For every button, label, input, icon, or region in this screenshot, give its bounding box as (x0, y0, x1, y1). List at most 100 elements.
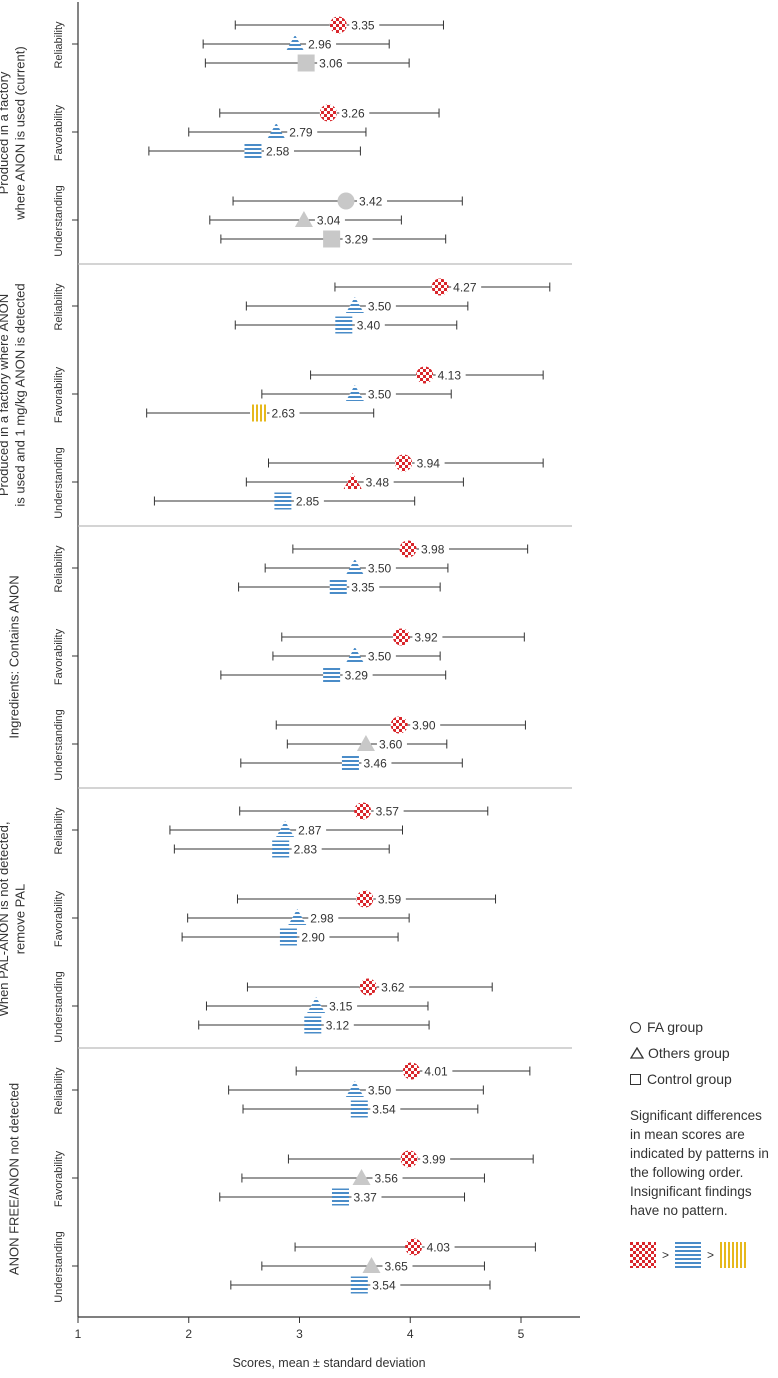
value-label-bg (365, 1083, 396, 1097)
fa-group-marker (405, 1238, 423, 1256)
control-group-marker (329, 578, 347, 596)
legend-item-control: Control group (630, 1066, 778, 1092)
metric-label: Understanding (53, 709, 65, 781)
fa-group-marker (329, 16, 347, 34)
legend-label-others: Others group (648, 1045, 730, 1061)
group-label: When PAL-ANON is not detected,remove PAL (0, 822, 27, 1017)
fa-group-marker (359, 978, 377, 996)
value-label-bg (365, 299, 396, 313)
value-label-bg (342, 668, 373, 682)
value-label: 3.29 (345, 232, 369, 246)
value-label: 3.37 (353, 1190, 377, 1204)
value-label-bg (382, 1259, 413, 1273)
metric-label: Favorability (53, 890, 65, 947)
others-group-marker (294, 211, 313, 227)
others-group-marker (345, 559, 364, 575)
metric-label: Reliability (53, 283, 65, 331)
value-label-bg (370, 1278, 401, 1292)
value-label: 3.04 (317, 213, 341, 227)
value-label: 3.46 (363, 756, 387, 770)
x-axis-title: Scores, mean ± standard deviation (232, 1356, 425, 1370)
fa-group-marker (354, 802, 372, 820)
value-label: 3.90 (412, 718, 436, 732)
value-label: 2.98 (310, 911, 334, 925)
x-tick-label: 2 (185, 1327, 192, 1341)
value-label: 4.13 (438, 368, 462, 382)
value-label: 2.96 (308, 37, 332, 51)
value-label: 3.12 (326, 1018, 350, 1032)
value-label-bg (365, 387, 396, 401)
control-group-marker (350, 1100, 368, 1118)
legend-note: Significant differences in mean scores a… (630, 1108, 769, 1218)
value-label-bg (308, 911, 339, 925)
value-label: 3.35 (351, 580, 375, 594)
control-group-marker (279, 928, 297, 946)
value-label: 2.58 (266, 144, 290, 158)
value-label-bg (379, 980, 410, 994)
value-label-bg (354, 318, 385, 332)
value-label: 3.65 (384, 1259, 408, 1273)
value-label: 3.50 (368, 1083, 392, 1097)
control-group-marker (244, 142, 262, 160)
value-label-bg (410, 718, 441, 732)
control-group-marker (250, 404, 268, 422)
triangle-icon (630, 1047, 644, 1059)
group-label-line: Produced in a factory where ANON (0, 294, 11, 496)
others-group-marker (267, 123, 286, 139)
group-label: Produced in a factory where ANONis used … (0, 283, 27, 506)
others-group-marker (343, 473, 362, 489)
control-group-marker (297, 54, 315, 72)
value-label-bg (373, 804, 404, 818)
legend: FA group Others group Control group Sign… (630, 1014, 778, 1268)
control-group-marker (350, 1276, 368, 1294)
fa-group-marker (319, 104, 337, 122)
x-tick-label: 3 (296, 1327, 303, 1341)
control-group-marker (304, 1016, 322, 1034)
value-label: 3.06 (319, 56, 343, 70)
value-label: 3.35 (351, 18, 375, 32)
metric-label: Understanding (53, 971, 65, 1043)
square-icon (630, 1073, 641, 1085)
control-group-marker (323, 230, 341, 248)
fa-group-marker (402, 1062, 420, 1080)
value-label: 3.50 (368, 561, 392, 575)
others-group-marker (286, 35, 305, 51)
value-label: 3.56 (375, 1171, 399, 1185)
value-label: 3.29 (345, 668, 369, 682)
value-label-bg (361, 756, 392, 770)
value-label-bg (293, 494, 324, 508)
value-label: 3.54 (372, 1102, 396, 1116)
checker-pattern-swatch (630, 1242, 656, 1268)
control-group-marker (341, 754, 359, 772)
value-label: 2.79 (289, 125, 313, 139)
value-label-bg (424, 1240, 455, 1254)
value-label-bg (372, 1171, 403, 1185)
metric-label: Reliability (53, 807, 65, 855)
group-label: Ingredients: Contains ANON (7, 575, 22, 738)
value-label: 3.50 (368, 387, 392, 401)
value-label: 2.85 (296, 494, 320, 508)
others-group-marker (288, 909, 307, 925)
value-label-bg (342, 232, 373, 246)
others-group-marker (345, 1081, 364, 1097)
metric-label: Reliability (53, 545, 65, 593)
legend-item-fa: FA group (630, 1014, 778, 1040)
value-label: 3.54 (372, 1278, 396, 1292)
control-group-marker (335, 316, 353, 334)
value-label-bg (412, 630, 443, 644)
value-label: 3.26 (341, 106, 365, 120)
fa-group-marker (416, 366, 434, 384)
value-label-bg (419, 542, 450, 556)
metric-label: Favorability (53, 366, 65, 423)
value-label-bg (323, 1018, 354, 1032)
others-group-marker (345, 647, 364, 663)
fa-group-marker (431, 278, 449, 296)
metric-label: Reliability (53, 21, 65, 69)
value-label: 3.50 (368, 299, 392, 313)
legend-label-fa: FA group (647, 1019, 704, 1035)
value-label-bg (327, 999, 358, 1013)
value-label-bg (263, 144, 294, 158)
value-label: 2.83 (294, 842, 318, 856)
value-label-bg (365, 561, 396, 575)
